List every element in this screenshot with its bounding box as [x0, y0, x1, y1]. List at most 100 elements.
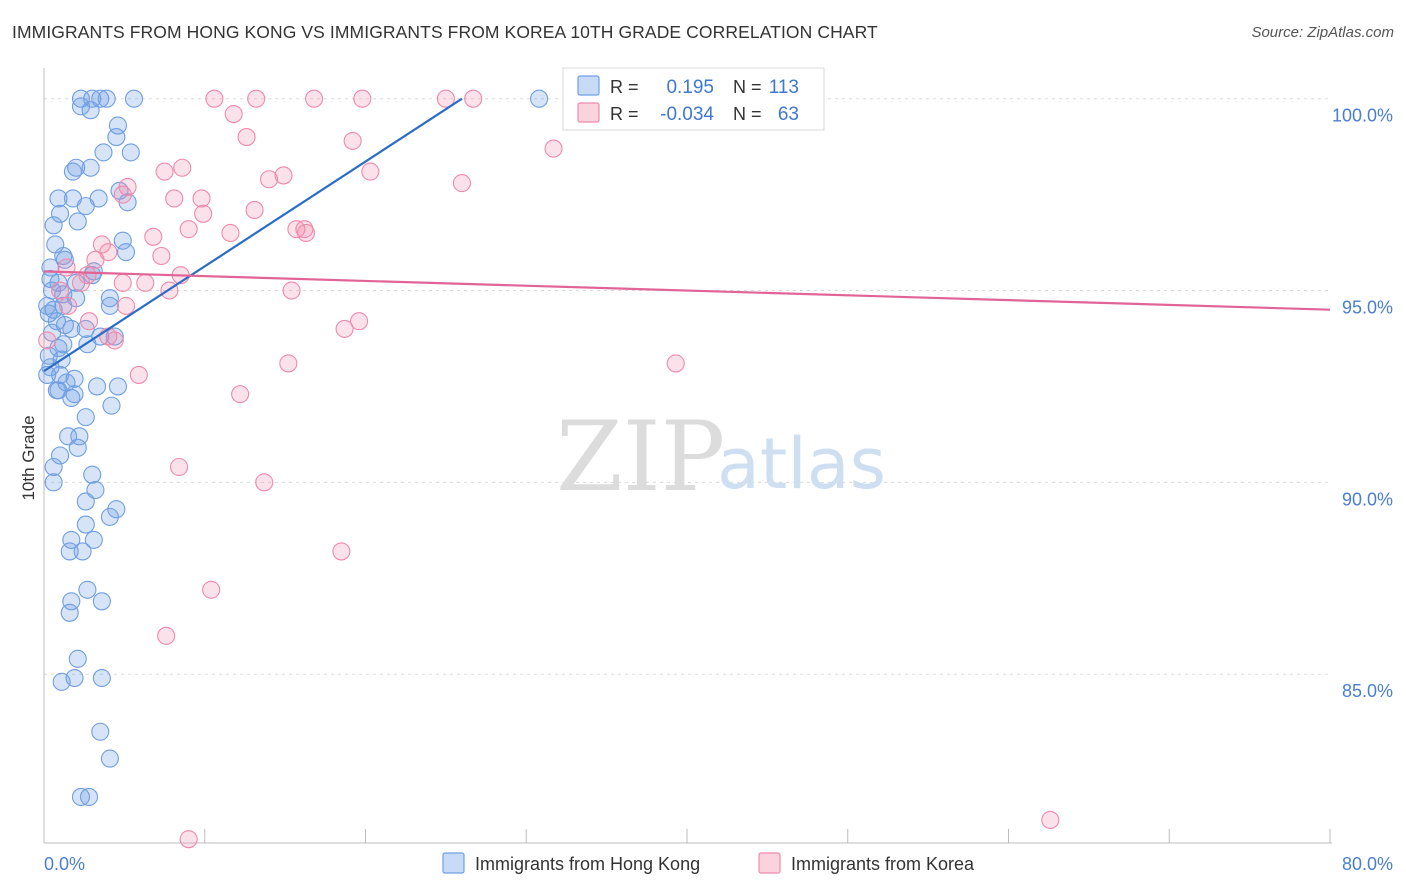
stats-r-label: R = — [610, 77, 639, 97]
chart-title: IMMIGRANTS FROM HONG KONG VS IMMIGRANTS … — [12, 22, 878, 42]
stats-box-frame — [562, 67, 825, 131]
stats-box: R = 0.195 N = 113 R = -0.034 N = 63 — [562, 67, 825, 131]
korea-point — [237, 128, 256, 147]
series-hong-kong — [38, 89, 549, 807]
korea-point — [353, 89, 372, 108]
korea-point — [247, 89, 266, 108]
korea-point — [78, 266, 97, 285]
hong-kong-point — [52, 672, 71, 691]
hong-kong-point — [79, 787, 99, 807]
gridlines — [44, 98, 1330, 675]
hong-kong-point — [108, 377, 127, 396]
hong-kong-point — [38, 365, 57, 384]
hong-kong-point — [78, 580, 97, 599]
hong-kong-point — [89, 189, 108, 208]
hong-kong-point — [100, 296, 119, 315]
korea-point — [343, 131, 362, 150]
hong-kong-point — [55, 250, 74, 269]
korea-point — [205, 89, 224, 108]
legend-label-hong-kong: Immigrants from Hong Kong — [475, 854, 700, 874]
hong-kong-point — [94, 143, 113, 162]
korea-point — [116, 296, 136, 315]
trend-line-korea — [43, 270, 1331, 311]
hong-kong-point — [124, 89, 144, 108]
axes — [43, 68, 1332, 844]
korea-point — [296, 223, 316, 243]
hong-kong-point — [51, 365, 70, 384]
x-tick-labels: 0.0% 80.0% — [44, 854, 1393, 874]
hong-kong-point — [100, 507, 119, 526]
korea-point — [282, 281, 301, 300]
hong-kong-point — [76, 408, 95, 427]
korea-point — [305, 89, 324, 108]
hong-kong-point — [44, 216, 63, 235]
korea-point — [179, 220, 198, 239]
korea-point — [231, 385, 250, 404]
korea-point — [179, 830, 198, 849]
korea-point — [155, 162, 174, 181]
hong-kong-point — [62, 530, 81, 549]
y-axis-label: 10th Grade — [19, 415, 38, 500]
korea-point — [152, 246, 171, 266]
hong-kong-point — [73, 542, 92, 561]
hong-kong-point — [49, 189, 68, 208]
korea-point — [136, 273, 155, 292]
korea-point — [274, 166, 293, 185]
hong-kong-point — [76, 492, 95, 511]
trend-line-hong-kong — [43, 97, 463, 373]
hong-kong-point — [105, 327, 124, 346]
hong-kong-point — [51, 446, 70, 465]
korea-point — [452, 174, 472, 193]
stats-r-value-hong-kong: 0.195 — [666, 77, 714, 98]
x-tick-label: 80.0% — [1342, 854, 1393, 874]
korea-point — [105, 331, 124, 350]
hong-kong-point — [87, 377, 107, 396]
korea-point — [113, 273, 132, 292]
hong-kong-point — [116, 243, 136, 262]
korea-point — [259, 170, 279, 189]
hong-kong-point — [51, 204, 70, 223]
hong-kong-point — [62, 388, 81, 408]
stats-n-label: N = — [733, 77, 762, 97]
hong-kong-point — [100, 749, 119, 768]
y-tick-labels: 100.0% 95.0% 90.0% 85.0% — [1332, 106, 1393, 701]
hong-kong-point — [100, 289, 119, 308]
korea-point — [335, 319, 354, 338]
hong-kong-point — [49, 273, 68, 292]
stats-n-value-korea: 63 — [778, 104, 799, 125]
hong-kong-point — [62, 319, 81, 338]
korea-point — [71, 273, 91, 292]
hong-kong-point — [68, 438, 87, 457]
hong-kong-point — [92, 592, 111, 611]
hong-kong-point — [97, 89, 116, 108]
watermark-atlas: atlas — [717, 423, 886, 505]
korea-point — [202, 580, 221, 599]
hong-kong-point — [91, 722, 110, 741]
korea-point — [361, 162, 380, 181]
korea-point — [332, 542, 351, 561]
korea-point — [86, 250, 105, 269]
korea-point — [221, 223, 240, 243]
korea-point — [169, 457, 189, 477]
korea-point — [255, 473, 274, 492]
y-tick-label: 90.0% — [1342, 489, 1393, 509]
legend-swatch-hong-kong — [442, 852, 465, 874]
korea-point — [173, 158, 192, 177]
x-tick-label: 0.0% — [44, 854, 85, 874]
source-label: Source: ZipAtlas.com — [1251, 24, 1394, 41]
hong-kong-point — [81, 101, 100, 120]
korea-point — [59, 296, 78, 315]
hong-kong-point — [63, 162, 82, 181]
hong-kong-point — [113, 231, 132, 250]
korea-point — [279, 354, 298, 373]
hong-kong-point — [60, 542, 79, 561]
korea-point — [194, 204, 213, 223]
hong-kong-point — [60, 603, 79, 622]
hong-kong-point — [54, 296, 73, 315]
hong-kong-point — [68, 212, 87, 231]
watermark-zip: ZIP — [556, 401, 725, 513]
stats-r-label: R = — [610, 104, 639, 124]
korea-point — [224, 104, 243, 124]
korea-point — [464, 89, 483, 108]
